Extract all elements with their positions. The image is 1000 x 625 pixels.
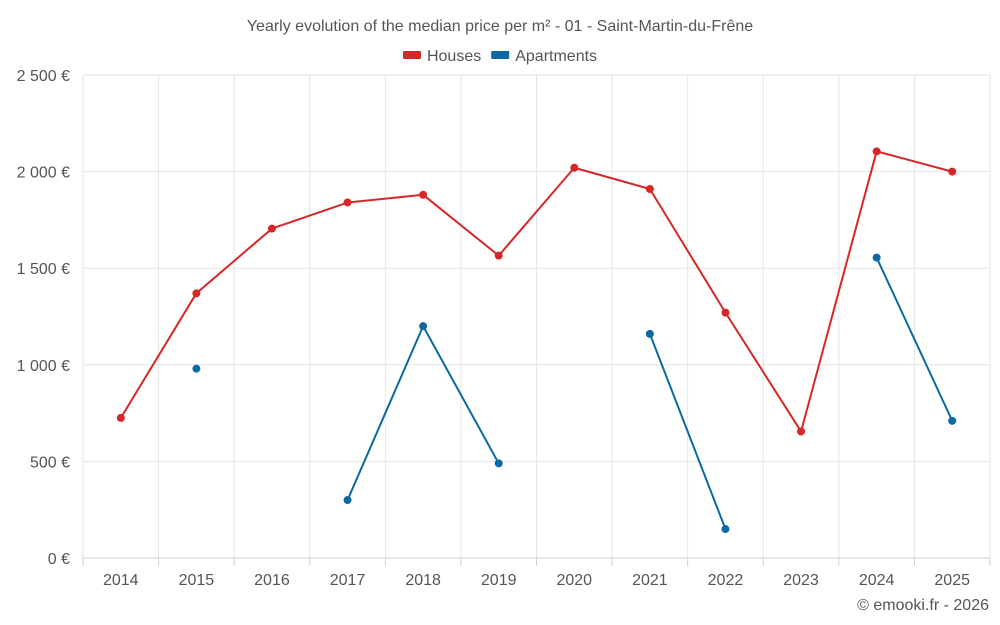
data-point[interactable] — [797, 427, 806, 436]
y-axis: 0 € 500 € 1 000 € 1 500 € 2 000 € 2 500 € — [17, 68, 70, 568]
data-point[interactable] — [570, 163, 579, 172]
series-line-segment — [800, 150, 878, 433]
x-tick-label: 2025 — [934, 572, 970, 589]
x-tick-label: 2023 — [783, 572, 819, 589]
credit-text: © emooki.fr - 2026 — [857, 597, 989, 614]
series-layer — [116, 147, 957, 534]
series-line-segment — [724, 311, 803, 433]
chart-title: Yearly evolution of the median price per… — [247, 18, 753, 35]
x-tick-label: 2017 — [330, 572, 366, 589]
x-tick-label: 2020 — [556, 572, 592, 589]
series-line-segment — [346, 193, 425, 204]
x-axis: 2014 2015 2016 2017 2018 2019 2020 2021 2022 2023… — [82, 557, 991, 589]
series-apartments — [192, 253, 957, 534]
series-line-segment — [648, 332, 727, 531]
series-line-segment — [875, 256, 954, 422]
x-tick-label: 2016 — [254, 572, 290, 589]
legend-swatch — [491, 51, 510, 59]
data-point[interactable] — [948, 167, 957, 176]
series-line-segment — [422, 193, 500, 257]
data-point[interactable] — [645, 184, 654, 193]
series-houses — [116, 147, 957, 436]
series-line-segment — [195, 227, 273, 295]
legend-item-houses[interactable]: Houses — [402, 48, 481, 65]
y-tick-label: 2 500 € — [17, 68, 70, 85]
series-line-segment — [497, 166, 576, 257]
x-tick-label: 2014 — [103, 572, 139, 589]
data-point[interactable] — [192, 289, 201, 298]
legend-label: Apartments — [515, 48, 597, 65]
legend-item-apartments[interactable]: Apartments — [491, 48, 597, 65]
data-point[interactable] — [419, 190, 428, 199]
data-point[interactable] — [267, 224, 276, 233]
series-line-segment — [346, 325, 425, 502]
series-line-segment — [270, 201, 349, 230]
x-tick-label: 2015 — [179, 572, 215, 589]
x-tick-label: 2018 — [405, 572, 441, 589]
legend-swatch — [402, 51, 421, 59]
data-point[interactable] — [872, 253, 881, 262]
x-tick-label: 2024 — [859, 572, 895, 589]
series-line-segment — [573, 166, 651, 190]
series-line-segment — [648, 187, 727, 314]
data-point[interactable] — [494, 459, 503, 468]
data-point[interactable] — [494, 251, 503, 260]
series-line-segment — [875, 150, 954, 173]
data-point[interactable] — [645, 329, 654, 338]
y-tick-label: 500 € — [30, 454, 70, 471]
legend-label: Houses — [427, 48, 481, 65]
y-tick-label: 0 € — [48, 551, 70, 568]
data-point[interactable] — [116, 413, 125, 422]
y-tick-label: 1 000 € — [17, 358, 70, 375]
y-tick-label: 1 500 € — [17, 261, 70, 278]
x-tick-label: 2022 — [708, 572, 744, 589]
series-line-segment — [422, 325, 500, 465]
data-point[interactable] — [872, 147, 881, 156]
grid — [82, 74, 991, 558]
data-point[interactable] — [343, 198, 352, 207]
data-point[interactable] — [192, 364, 201, 373]
legend: Houses Apartments — [402, 48, 597, 65]
data-point[interactable] — [419, 322, 428, 331]
x-tick-label: 2019 — [481, 572, 517, 589]
y-tick-label: 2 000 € — [17, 165, 70, 182]
series-line-segment — [119, 292, 198, 419]
data-point[interactable] — [721, 525, 730, 534]
x-tick-label: 2021 — [632, 572, 668, 589]
data-point[interactable] — [948, 416, 957, 425]
data-point[interactable] — [343, 496, 352, 505]
data-point[interactable] — [721, 308, 730, 317]
